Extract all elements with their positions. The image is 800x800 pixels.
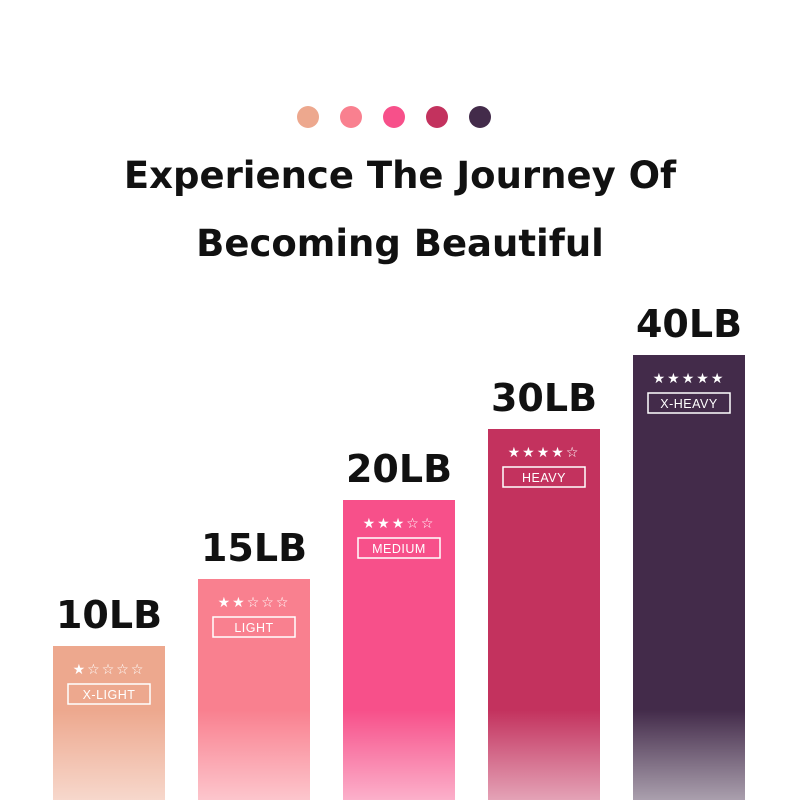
bar-value-label: 15LB [201,526,307,570]
color-dot [340,106,362,128]
bar-value-label: 10LB [56,593,162,637]
bar-value-label: 20LB [346,447,452,491]
bar [198,579,310,800]
level-badge [212,616,296,638]
bar [633,355,745,800]
color-dots [0,106,800,128]
headline-line-1: Experience The Journey Of [123,154,677,197]
star-rating: ★☆☆☆☆ [73,662,146,678]
bar-value-label: 30LB [491,376,597,420]
color-dot [383,106,405,128]
headline-line-2: Becoming Beautiful [196,222,604,265]
color-dot [297,106,319,128]
star-rating: ★★☆☆☆ [218,595,291,611]
level-badge [647,392,731,414]
level-badge [67,683,151,705]
level-label: MEDIUM [372,542,426,556]
level-badge [502,466,586,488]
level-label: X-LIGHT [83,688,136,702]
level-label: LIGHT [234,621,273,635]
level-badge [357,537,441,559]
color-dot [426,106,448,128]
star-rating: ★★★★★ [653,371,726,387]
star-rating: ★★★★☆ [508,445,581,461]
color-dot [469,106,491,128]
bar-value-label: 40LB [636,302,742,346]
level-label: X-HEAVY [660,397,718,411]
star-rating: ★★★☆☆ [363,516,436,532]
level-label: HEAVY [522,471,566,485]
